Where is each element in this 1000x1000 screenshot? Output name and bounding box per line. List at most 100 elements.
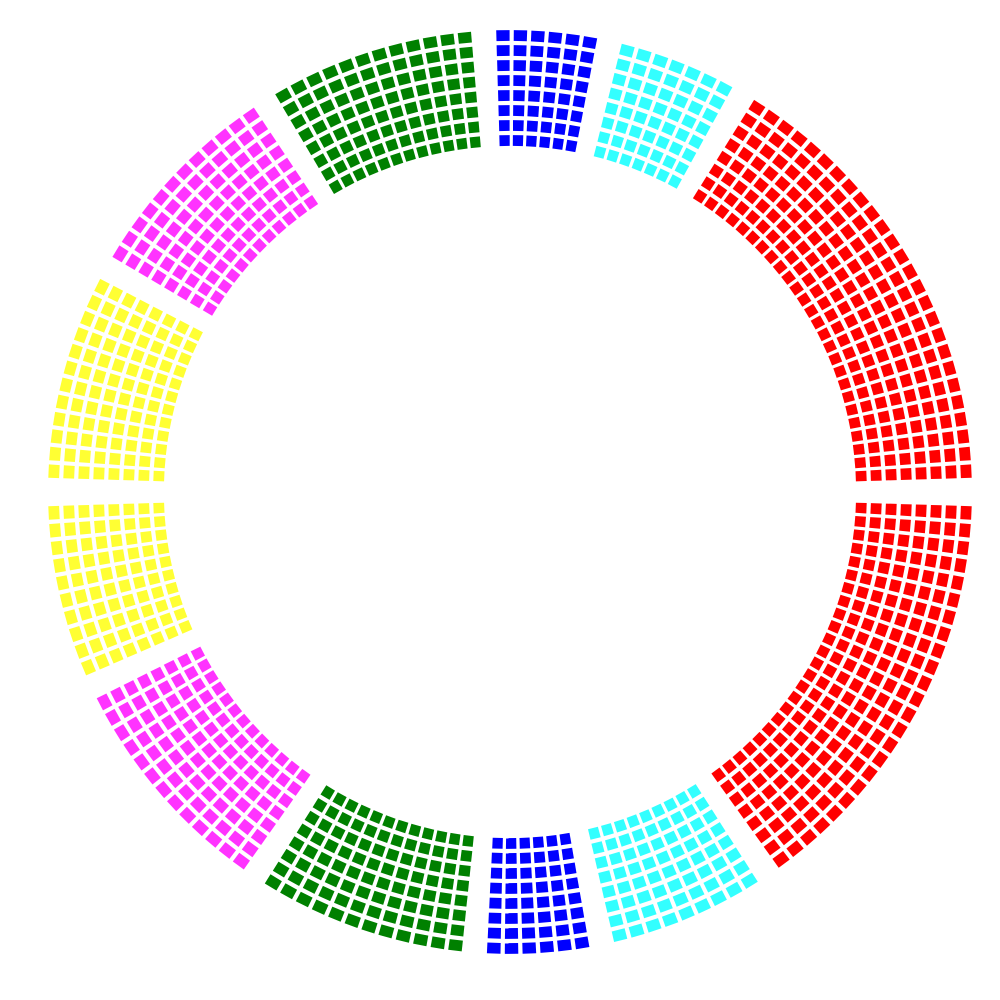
waffle-cell — [161, 403, 175, 416]
waffle-cell — [624, 909, 641, 924]
waffle-cell — [165, 390, 179, 404]
waffle-cell — [513, 120, 524, 132]
waffle-cell — [395, 819, 409, 834]
waffle-cell — [79, 521, 91, 535]
waffle-cell — [796, 175, 813, 192]
waffle-cell — [818, 176, 836, 193]
waffle-cell — [237, 129, 255, 147]
waffle-cell — [893, 248, 910, 266]
waffle-cell — [141, 202, 159, 220]
waffle-cell — [855, 664, 871, 680]
waffle-cell — [212, 732, 229, 749]
waffle-cell — [304, 810, 320, 826]
waffle-cell — [215, 712, 231, 728]
waffle-cell — [233, 733, 249, 750]
waffle-cell — [486, 942, 501, 954]
waffle-cell — [752, 752, 768, 768]
waffle-cell — [400, 86, 415, 101]
waffle-cell — [924, 553, 938, 568]
waffle-cell — [83, 621, 98, 638]
waffle-cell — [572, 921, 587, 935]
waffle-cell — [899, 373, 913, 388]
waffle-cell — [768, 131, 785, 149]
waffle-cell — [352, 134, 368, 149]
waffle-cell — [687, 784, 702, 799]
waffle-cell — [377, 156, 391, 171]
waffle-cell — [828, 352, 843, 366]
waffle-cell — [582, 36, 598, 49]
waffle-cell — [842, 346, 857, 360]
waffle-cell — [903, 337, 918, 354]
waffle-cell — [823, 307, 839, 323]
waffle-cell — [332, 792, 347, 807]
waffle-cell — [88, 384, 103, 400]
waffle-cell — [70, 397, 84, 413]
waffle-cell — [869, 728, 886, 745]
waffle-cell — [183, 339, 198, 354]
waffle-cell — [182, 718, 198, 735]
waffle-cell — [704, 842, 720, 859]
waffle-cell — [880, 424, 893, 438]
waffle-cell — [888, 579, 902, 593]
waffle-cell — [118, 701, 134, 719]
waffle-cell — [153, 457, 166, 469]
waffle-cell — [456, 137, 468, 150]
waffle-cell — [646, 870, 662, 885]
waffle-cell — [655, 135, 670, 150]
waffle-cell — [152, 188, 170, 206]
waffle-cell — [256, 795, 273, 812]
waffle-cell — [628, 124, 643, 139]
waffle-cell — [261, 208, 277, 224]
waffle-cell — [117, 627, 132, 643]
waffle-cell — [907, 404, 920, 418]
waffle-cell — [452, 909, 466, 922]
waffle-cell — [859, 742, 876, 759]
waffle-cell — [689, 817, 705, 832]
waffle-cell — [108, 322, 123, 339]
waffle-cell — [855, 470, 867, 482]
waffle-cell — [917, 585, 932, 601]
waffle-cell — [156, 430, 170, 442]
waffle-cell — [557, 93, 571, 106]
waffle-cell — [173, 607, 188, 621]
waffle-cell — [149, 340, 165, 355]
waffle-cell — [914, 451, 926, 464]
waffle-cell — [142, 427, 155, 440]
waffle-cell — [702, 809, 718, 825]
waffle-cell — [125, 362, 140, 378]
waffle-cell — [663, 797, 678, 812]
waffle-cell — [661, 121, 677, 136]
waffle-cell — [425, 50, 441, 64]
waffle-cell — [159, 256, 176, 273]
waffle-cell — [454, 894, 468, 907]
waffle-cell — [189, 796, 207, 814]
waffle-cell — [847, 733, 864, 751]
waffle-cell — [243, 163, 260, 180]
waffle-cell — [561, 63, 576, 76]
waffle-cell — [563, 48, 578, 61]
waffle-cell — [942, 431, 955, 446]
waffle-cell — [879, 608, 894, 623]
waffle-cell — [88, 585, 103, 601]
waffle-cell — [449, 93, 463, 106]
waffle-cell — [865, 603, 880, 618]
waffle-cell — [870, 299, 886, 316]
waffle-cell — [334, 92, 350, 108]
waffle-cell — [145, 617, 160, 632]
waffle-cell — [885, 503, 897, 516]
waffle-cell — [154, 516, 166, 528]
waffle-cell — [783, 742, 800, 758]
waffle-cell — [227, 703, 243, 718]
waffle-cell — [821, 275, 837, 291]
waffle-cell — [674, 127, 690, 143]
waffle-cell — [211, 753, 228, 770]
waffle-cell — [627, 77, 643, 92]
waffle-cell — [122, 328, 137, 344]
waffle-cell — [912, 535, 925, 550]
waffle-cell — [264, 874, 282, 891]
waffle-cell — [841, 201, 858, 218]
waffle-cell — [917, 384, 932, 400]
waffle-cell — [829, 165, 847, 183]
waffle-cell — [754, 121, 772, 139]
waffle-cell — [631, 828, 646, 843]
